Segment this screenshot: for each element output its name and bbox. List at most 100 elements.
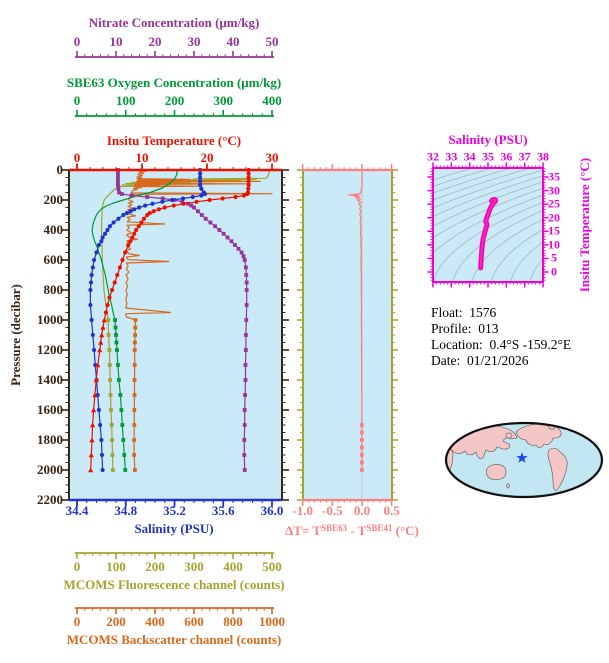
delta-t-plot-area <box>303 170 392 500</box>
data-marker <box>100 467 105 473</box>
data-marker <box>88 452 94 458</box>
data-marker <box>133 468 137 472</box>
data-marker <box>246 182 251 188</box>
data-marker <box>233 194 238 200</box>
data-marker <box>199 213 204 217</box>
data-marker <box>242 423 247 427</box>
data-marker <box>233 243 237 247</box>
data-marker <box>107 363 112 367</box>
backscatter-line <box>125 169 273 471</box>
data-marker <box>89 437 95 443</box>
data-marker <box>90 332 95 338</box>
data-marker <box>113 325 118 330</box>
isopycnal-line <box>433 175 543 218</box>
data-marker <box>88 302 93 308</box>
data-marker <box>109 408 113 412</box>
data-marker <box>246 179 251 184</box>
ts-line-core <box>479 198 497 269</box>
data-marker <box>203 216 208 221</box>
data-marker <box>162 205 167 210</box>
data-marker <box>128 209 133 214</box>
data-marker <box>115 272 120 278</box>
isopycnal-line <box>529 258 543 282</box>
data-marker <box>98 339 104 345</box>
data-marker <box>197 171 203 176</box>
nitrate-curve <box>116 168 249 472</box>
data-marker <box>116 171 120 176</box>
data-marker <box>145 212 150 218</box>
landmass <box>506 483 510 489</box>
data-marker <box>110 287 115 293</box>
data-marker <box>101 317 107 323</box>
data-marker <box>171 203 176 208</box>
data-marker <box>245 191 250 197</box>
data-marker <box>106 318 111 322</box>
delta-t-line <box>348 170 363 470</box>
data-marker <box>90 265 95 270</box>
data-marker <box>103 310 109 315</box>
data-marker <box>197 182 203 188</box>
data-marker <box>96 407 102 413</box>
data-marker <box>133 333 138 337</box>
data-marker <box>132 438 137 442</box>
data-marker <box>114 333 118 337</box>
data-marker <box>197 175 203 180</box>
data-marker <box>243 378 248 382</box>
data-marker <box>110 453 115 457</box>
data-marker <box>241 254 246 259</box>
data-marker <box>109 423 114 427</box>
data-marker <box>90 407 97 413</box>
data-marker <box>120 257 125 263</box>
data-marker <box>132 363 137 367</box>
world-map <box>444 421 604 499</box>
data-marker <box>236 246 241 251</box>
data-marker <box>88 467 94 473</box>
data-marker <box>132 348 137 352</box>
data-marker <box>180 199 185 204</box>
data-marker <box>91 257 97 263</box>
data-marker <box>116 363 120 367</box>
data-marker <box>91 347 97 353</box>
data-marker <box>169 197 175 203</box>
data-marker <box>132 231 137 236</box>
data-marker <box>220 196 225 201</box>
data-marker <box>243 265 248 270</box>
data-marker <box>114 340 119 345</box>
data-marker <box>199 186 204 191</box>
landmass <box>547 447 568 491</box>
data-marker <box>196 209 200 214</box>
data-marker <box>121 438 126 442</box>
data-marker <box>244 273 249 277</box>
data-marker <box>242 408 247 412</box>
data-marker <box>123 468 128 472</box>
landmass <box>505 432 513 439</box>
oxygen-curve <box>91 170 178 472</box>
data-marker <box>128 239 133 244</box>
isopycnal-line <box>510 241 543 282</box>
data-marker <box>181 201 186 206</box>
landmass <box>485 464 507 480</box>
data-marker <box>156 207 161 212</box>
data-marker <box>244 280 249 285</box>
data-marker <box>89 317 94 323</box>
isopycnal-line <box>433 181 543 227</box>
data-marker <box>192 205 196 210</box>
delta-t-curve <box>348 170 364 472</box>
data-marker <box>141 216 147 221</box>
data-marker <box>243 348 248 352</box>
data-marker <box>243 333 248 337</box>
data-marker <box>202 191 208 197</box>
data-marker <box>110 468 115 472</box>
data-marker <box>241 193 247 198</box>
data-marker <box>194 199 199 204</box>
data-marker <box>122 453 127 457</box>
data-marker <box>126 242 131 248</box>
data-marker <box>88 280 94 285</box>
isopycnal-line <box>433 169 543 209</box>
data-marker <box>120 423 125 427</box>
data-marker <box>99 332 105 338</box>
data-marker <box>244 318 249 322</box>
data-marker <box>132 408 137 412</box>
data-marker <box>121 212 126 218</box>
data-marker <box>95 362 101 368</box>
